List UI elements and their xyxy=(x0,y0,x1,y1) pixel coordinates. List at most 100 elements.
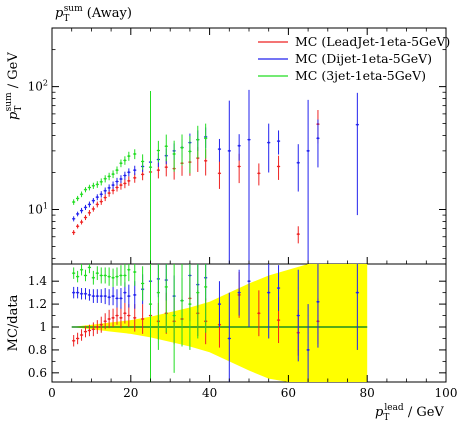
series-0-ratio-point-9 xyxy=(107,309,111,329)
series-0-ratio-point-14 xyxy=(127,304,131,328)
series-1-point-0 xyxy=(72,216,76,222)
ratio-y-tick-label: 1 xyxy=(39,320,47,334)
series-2-point-18 xyxy=(156,140,160,163)
series-2-point-9 xyxy=(107,172,111,181)
chart-title: pTsum (Away) xyxy=(55,4,132,24)
main-series-group xyxy=(72,89,359,264)
series-0-point-27 xyxy=(257,163,261,186)
series-0-ratio-point-5 xyxy=(91,322,95,337)
series-1-point-34 xyxy=(355,92,359,216)
series-1-point-26 xyxy=(227,100,231,264)
series-2-ratio-point-3 xyxy=(83,269,88,282)
series-0-ratio-point-0 xyxy=(72,335,76,347)
series-1-point-31 xyxy=(296,144,300,192)
series-1-point-28 xyxy=(247,89,251,264)
x-tick-label: 20 xyxy=(123,386,138,400)
series-1-point-29 xyxy=(267,123,271,173)
series-1-ratio-point-27 xyxy=(237,269,241,316)
series-2-point-20 xyxy=(172,140,176,172)
series-2-point-14 xyxy=(127,151,131,161)
series-2-ratio-point-13 xyxy=(123,264,127,287)
x-tick-label: 60 xyxy=(281,386,296,400)
series-0-point-6 xyxy=(95,201,99,208)
series-2-point-21 xyxy=(180,134,184,166)
ratio-y-tick-label: 0.6 xyxy=(28,366,47,380)
series-1-ratio-point-11 xyxy=(115,289,119,308)
series-2-point-3 xyxy=(83,187,88,193)
ratio-y-tick-label: 1.2 xyxy=(28,297,47,311)
series-2-ratio-point-24 xyxy=(204,264,208,333)
series-0-point-0 xyxy=(72,230,76,235)
series-1-point-6 xyxy=(95,194,99,201)
series-1-point-4 xyxy=(87,201,92,208)
series-1-ratio-point-9 xyxy=(107,289,111,306)
series-0-ratio-point-10 xyxy=(111,308,115,328)
series-2-point-22 xyxy=(188,135,192,174)
series-0-ratio-point-1 xyxy=(76,332,80,345)
series-0-ratio-point-27 xyxy=(257,290,261,337)
series-1-ratio-point-2 xyxy=(79,288,84,300)
series-1-ratio-point-30 xyxy=(276,265,281,311)
series-1-ratio-point-4 xyxy=(87,289,92,301)
x-tick-label: 40 xyxy=(202,386,217,400)
series-0-ratio-point-2 xyxy=(79,329,84,341)
series-0-ratio-point-8 xyxy=(103,313,107,330)
series-1-ratio-point-7 xyxy=(99,289,103,303)
series-2-point-11 xyxy=(115,166,119,175)
series-0-point-2 xyxy=(79,219,84,225)
series-2-point-24 xyxy=(204,123,208,159)
series-2-ratio-point-23 xyxy=(196,264,200,339)
series-2-ratio-point-11 xyxy=(115,267,119,286)
legend: MC (LeadJet-1eta-5GeV) MC (Dijet-1eta-5G… xyxy=(258,34,450,83)
legend-entry-leadjet: MC (LeadJet-1eta-5GeV) xyxy=(258,34,450,49)
x-tick-label: 0 xyxy=(48,386,56,400)
series-1-point-13 xyxy=(123,171,127,180)
series-2-ratio-point-18 xyxy=(156,264,160,350)
series-2-point-5 xyxy=(91,182,95,189)
series-1-point-9 xyxy=(107,184,111,192)
x-tick-label: 80 xyxy=(360,386,375,400)
series-1-ratio-point-12 xyxy=(119,288,123,309)
series-2-point-8 xyxy=(103,175,107,183)
series-0-ratio-point-16 xyxy=(141,304,145,334)
series-1-ratio-point-8 xyxy=(103,288,107,305)
axis-ticks: 0 20 40 60 80 100 101 102 0.6 0.8 1 1.2 1.4 xyxy=(28,27,458,400)
svg-text:MC (3jet-1eta-5GeV): MC (3jet-1eta-5GeV) xyxy=(295,68,426,83)
series-2-point-1 xyxy=(76,195,80,202)
series-2-ratio-point-16 xyxy=(141,266,145,301)
series-1-point-3 xyxy=(83,204,88,211)
series-0-ratio-point-7 xyxy=(99,316,103,333)
series-2-ratio-point-20 xyxy=(172,264,176,373)
series-2-ratio-point-15 xyxy=(133,264,137,286)
series-2-point-12 xyxy=(119,159,123,168)
series-1-ratio-point-1 xyxy=(76,286,80,299)
series-0-ratio-point-3 xyxy=(83,325,88,338)
series-2-ratio-point-22 xyxy=(188,264,192,350)
series-1-ratio-point-29 xyxy=(267,264,271,339)
series-1-ratio-point-6 xyxy=(95,289,99,303)
series-0-point-5 xyxy=(91,206,95,212)
series-0-ratio-point-4 xyxy=(87,324,92,337)
series-2-ratio-point-1 xyxy=(76,270,80,283)
series-1-point-15 xyxy=(133,165,137,175)
series-2-point-2 xyxy=(79,191,84,198)
series-0-ratio-point-11 xyxy=(115,306,119,325)
series-1-ratio-point-0 xyxy=(72,286,76,299)
series-2-point-0 xyxy=(72,199,76,205)
ratio-series-group xyxy=(72,264,359,382)
series-2-ratio-point-5 xyxy=(91,270,95,285)
ratio-y-axis-label: MC/data xyxy=(6,294,21,351)
legend-entry-3jet: MC (3jet-1eta-5GeV) xyxy=(258,68,426,83)
series-2-point-15 xyxy=(133,149,137,160)
series-1-point-32 xyxy=(306,99,310,264)
series-2-ratio-point-0 xyxy=(72,267,76,279)
series-0-ratio-point-13 xyxy=(123,302,127,324)
series-2-point-6 xyxy=(95,181,99,188)
x-tick-label: 100 xyxy=(435,386,458,400)
series-0-point-7 xyxy=(99,198,103,205)
series-2-point-16 xyxy=(141,154,145,170)
series-1-point-12 xyxy=(119,175,123,184)
series-0-point-3 xyxy=(83,215,88,221)
series-1-point-10 xyxy=(111,181,115,189)
